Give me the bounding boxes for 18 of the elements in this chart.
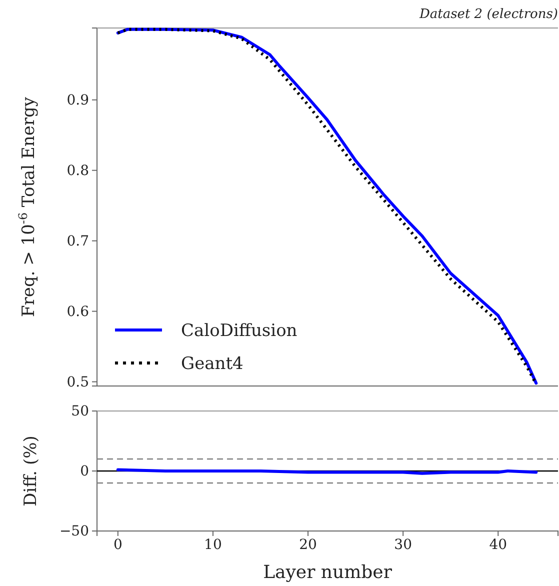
y-tick-label: 0.9 [66,92,89,108]
x-tick-label: 20 [299,536,317,553]
y-tick-label: 0.5 [66,374,89,390]
x-axis-title: Layer number [263,562,392,583]
legend-label: Geant4 [181,354,244,374]
x-tick-label: 10 [204,536,222,553]
y-tick-label: 50 [71,403,89,420]
x-tick-label: 0 [113,536,122,553]
y-tick-label: 0.7 [66,233,89,250]
y-tick-label: −50 [59,523,89,540]
y-axis-title: Diff. (%) [21,436,41,506]
chart-title: Dataset 2 (electrons) [418,7,558,22]
x-tick-label: 30 [394,536,412,553]
y-tick-label: 0 [80,463,89,480]
y-tick-label: 0.8 [66,162,89,179]
y-tick-label: 0.6 [66,304,90,320]
x-tick-label: 40 [489,536,508,553]
legend-label: CaloDiffusion [181,321,298,341]
